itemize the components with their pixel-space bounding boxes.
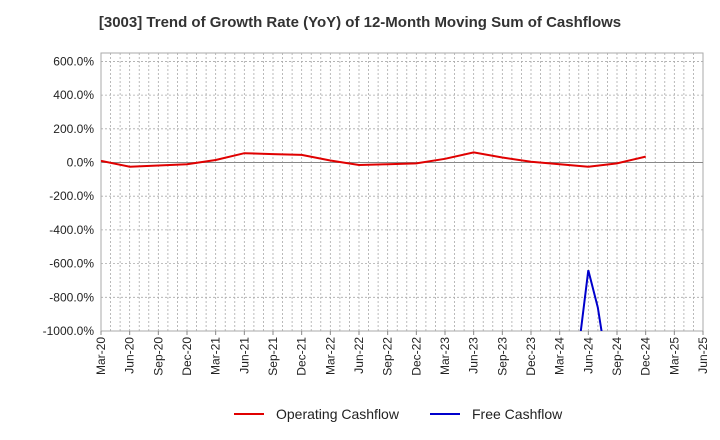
- y-tick-label: -800.0%: [49, 290, 94, 304]
- x-tick-label: Jun-23: [467, 337, 481, 374]
- y-tick-label: -200.0%: [49, 189, 94, 203]
- y-tick-label: 0.0%: [67, 156, 95, 170]
- y-tick-label: 400.0%: [53, 88, 94, 102]
- y-tick-label: 600.0%: [53, 54, 94, 68]
- x-tick-label: Sep-24: [610, 337, 624, 376]
- x-tick-label: Jun-21: [237, 337, 251, 374]
- x-tick-label: Mar-24: [553, 337, 567, 375]
- x-tick-label: Dec-20: [180, 337, 194, 376]
- x-tick-label: Jun-22: [352, 337, 366, 374]
- x-tick-label: Dec-21: [295, 337, 309, 376]
- x-tick-label: Mar-23: [438, 337, 452, 375]
- x-tick-label: Sep-20: [151, 337, 165, 376]
- legend-label: Operating Cashflow: [276, 406, 400, 422]
- x-tick-label: Sep-23: [495, 337, 509, 376]
- x-tick-label: Jun-25: [696, 337, 710, 374]
- series-line-operating-cashflow: [101, 151, 646, 168]
- series-line-free-cashflow: [579, 270, 603, 331]
- axis-layer: 600.0% 400.0% 200.0% 0.0% -200.0% -400.0% -600…: [43, 54, 710, 375]
- legend: Operating Cashflow Free Cashflow: [234, 406, 563, 422]
- y-tick-label: -600.0%: [49, 257, 94, 271]
- x-tick-label: Mar-22: [323, 337, 337, 375]
- series-layer: [101, 151, 646, 331]
- grid-layer: [100, 52, 704, 332]
- x-tick-label: Sep-22: [381, 337, 395, 376]
- y-tick-label: -1000.0%: [43, 324, 95, 338]
- x-tick-label: Jun-20: [123, 337, 137, 374]
- x-tick-label: Mar-25: [667, 337, 681, 375]
- chart-title: [3003] Trend of Growth Rate (YoY) of 12-…: [98, 14, 622, 31]
- x-tick-label: Mar-20: [94, 337, 108, 375]
- plot-area: [100, 52, 704, 332]
- x-tick-label: Mar-21: [209, 337, 223, 375]
- legend-label: Free Cashflow: [472, 406, 563, 422]
- x-tick-label: Dec-23: [524, 337, 538, 376]
- y-tick-label: -400.0%: [49, 223, 94, 237]
- y-tick-label: 200.0%: [53, 122, 94, 136]
- x-tick-label: Dec-22: [409, 337, 423, 376]
- x-tick-label: Sep-21: [266, 337, 280, 376]
- x-tick-label: Jun-24: [581, 337, 595, 374]
- x-tick-label: Dec-24: [639, 337, 653, 376]
